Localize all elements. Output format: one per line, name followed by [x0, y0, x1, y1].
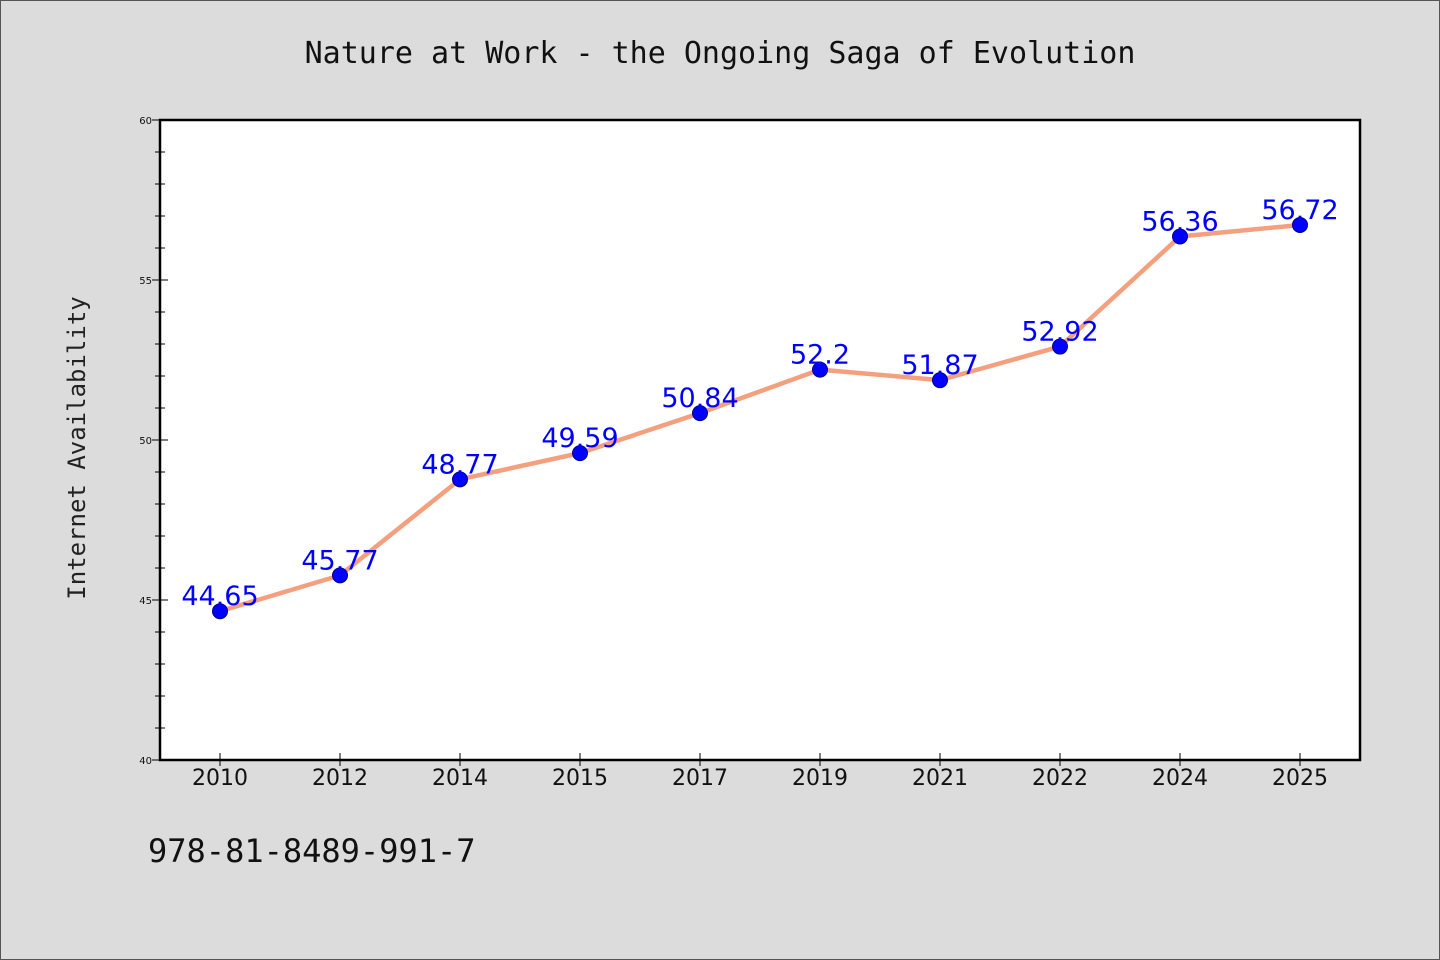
x-tick-label: 2019	[792, 766, 848, 791]
x-tick-label: 2024	[1152, 766, 1208, 791]
data-label: 52.2	[790, 340, 850, 371]
data-point	[452, 471, 468, 488]
y-tick-label: 55	[139, 276, 152, 287]
chart-title: Nature at Work - the Ongoing Saga of Evo…	[305, 36, 1136, 71]
x-tick-label: 2017	[672, 766, 728, 791]
data-label: 52.92	[1021, 317, 1098, 348]
plot-area	[158, 118, 1362, 762]
data-label: 44.65	[181, 581, 258, 612]
series-layer	[212, 216, 1308, 620]
series-line	[217, 222, 1303, 614]
data-point	[692, 405, 708, 422]
data-label: 48.77	[421, 449, 498, 480]
x-tick-label: 2014	[432, 766, 488, 791]
data-point	[1172, 228, 1188, 245]
data-label: 45.77	[301, 545, 378, 576]
isbn-text: 978-81-8489-991-7	[148, 832, 476, 870]
data-point	[572, 445, 588, 462]
data-point	[1052, 338, 1068, 355]
data-point	[812, 361, 828, 378]
x-tick-label: 2022	[1032, 766, 1088, 791]
y-tick-label: 40	[139, 756, 152, 767]
data-point	[212, 603, 228, 620]
y-axis: 40 45 50 55 60	[139, 116, 168, 767]
y-tick-label: 50	[139, 436, 152, 447]
x-tick-label: 2012	[312, 766, 368, 791]
y-tick-label: 60	[139, 116, 152, 127]
y-axis-label: Internet Availability	[63, 296, 91, 599]
data-label: 50.84	[661, 383, 738, 414]
data-point	[332, 567, 348, 584]
data-label: 49.59	[541, 423, 618, 454]
data-label: 56.36	[1141, 206, 1218, 237]
data-label: 56.72	[1261, 195, 1338, 226]
y-tick-label: 45	[139, 596, 152, 607]
data-point	[1292, 216, 1308, 233]
x-tick-label: 2010	[192, 766, 248, 791]
data-label-layer: 44.65 45.77 48.77 49.59 50.84 52.2 51.87 52.92 5…	[181, 195, 1338, 612]
data-point	[932, 372, 948, 389]
x-axis: 2010 2012 2014 2015 2017 2019 2021 2022 2024 2025	[192, 753, 1328, 791]
x-tick-label: 2021	[912, 766, 968, 791]
x-tick-label: 2015	[552, 766, 608, 791]
x-tick-label: 2025	[1272, 766, 1328, 791]
data-label: 51.87	[901, 350, 978, 381]
